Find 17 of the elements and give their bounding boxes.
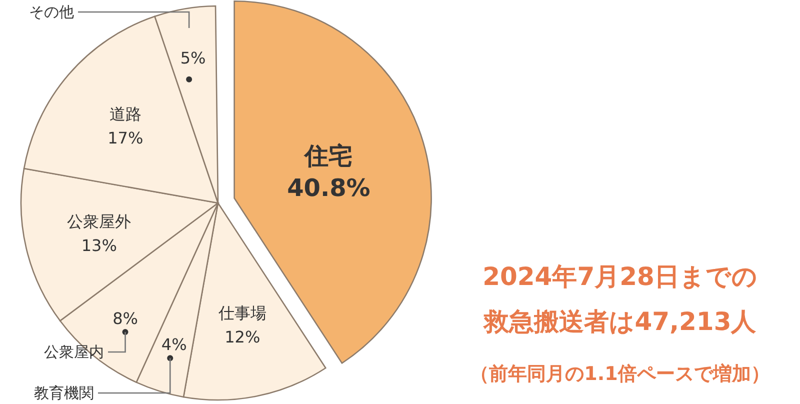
text: 救急搬送者は47,213人 [482,307,758,336]
slice-label: 道路 [109,104,142,124]
data-label: 12% [224,328,260,347]
data-label: 13% [81,236,117,256]
slice-label: 公衆屋外 [67,212,132,232]
slice-label: その他 [29,3,74,21]
text: 2024年7月28日までの [482,262,758,291]
data-label: 17% [108,128,144,148]
slice-label: 教育機関 [34,384,94,402]
data-label: 4% [161,335,187,354]
text: （前年同月の1.1倍ペースで増加） [470,363,770,385]
data-label: 8% [112,309,138,328]
slice-label: 公衆屋内 [44,343,104,361]
data-label: 5% [180,48,206,68]
data-label: 40.8% [287,174,370,202]
slice-label: 仕事場 [217,304,266,323]
slice-label: 住宅 [304,142,353,170]
